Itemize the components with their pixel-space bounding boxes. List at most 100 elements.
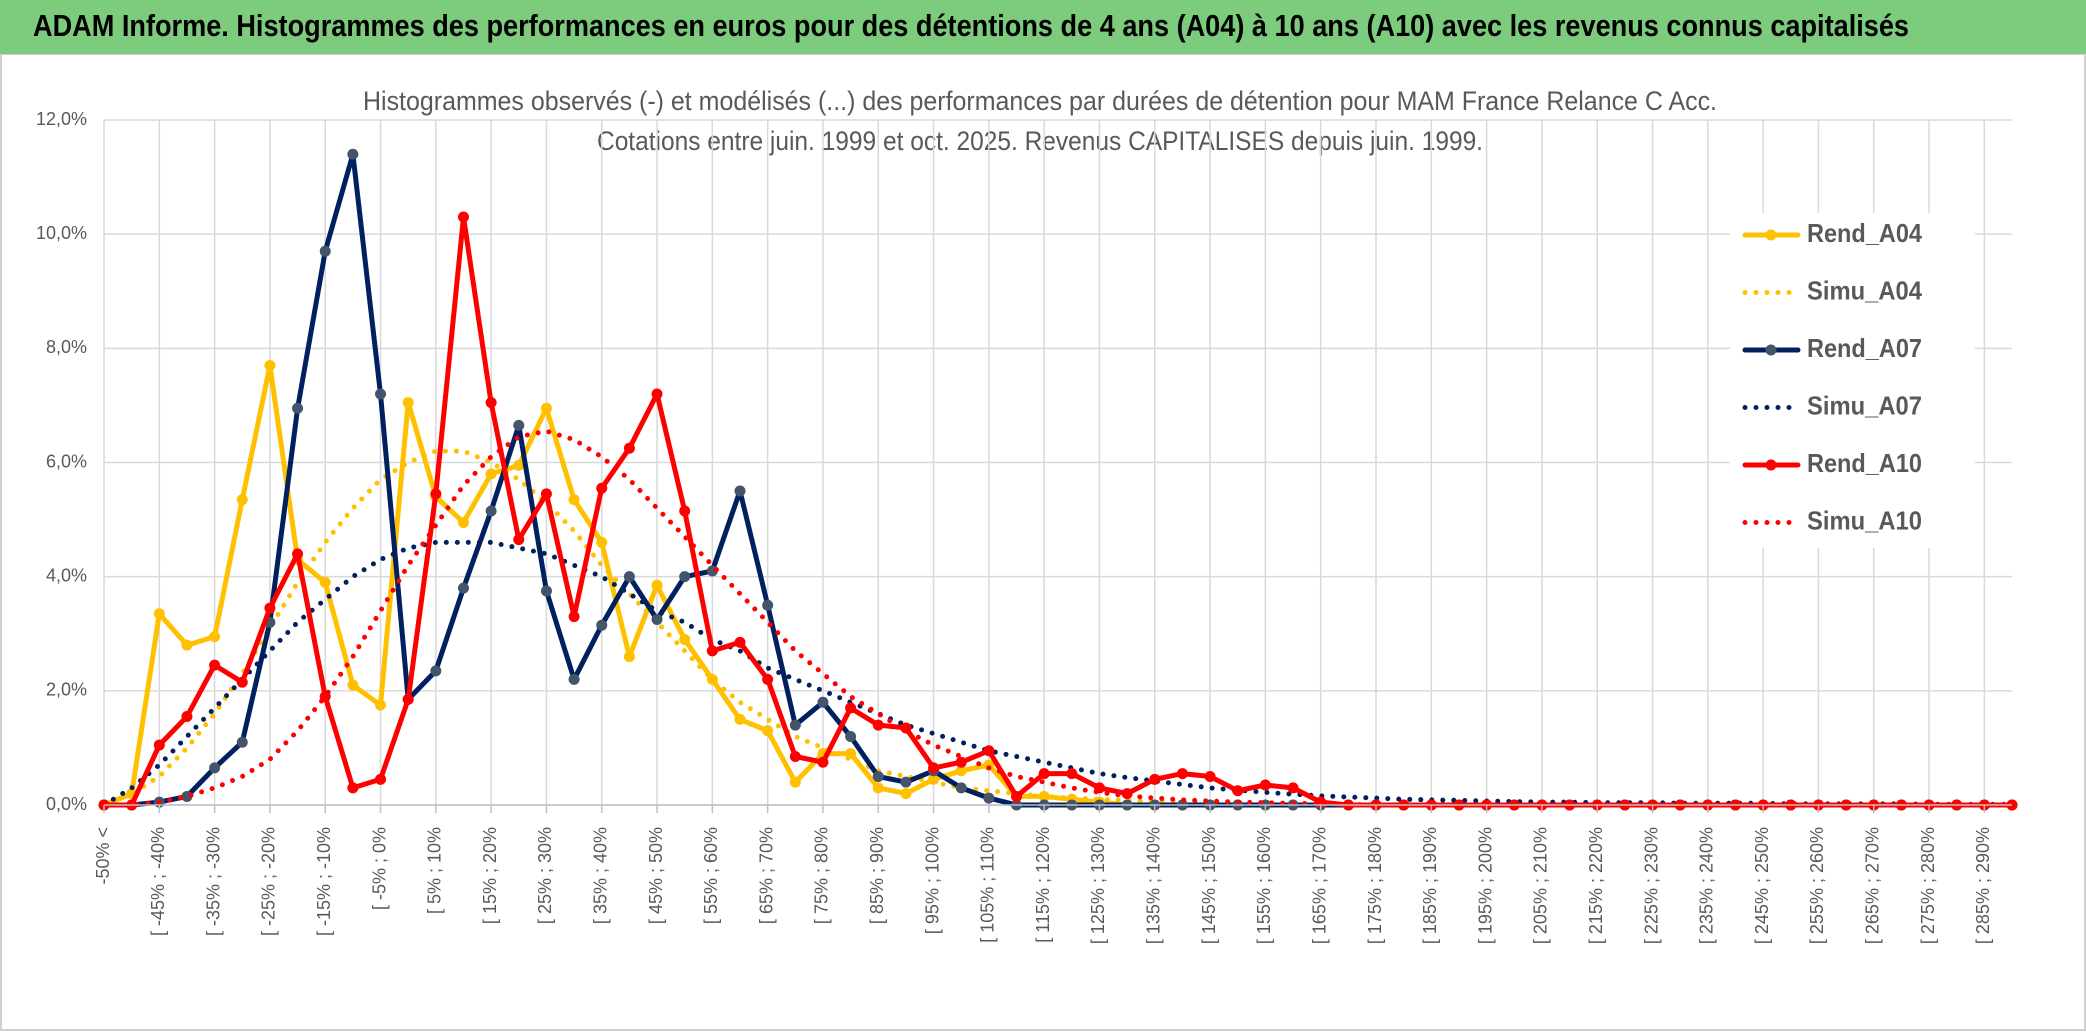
point-marker <box>845 702 857 714</box>
point-marker <box>485 468 497 480</box>
x-tick-label: [ -45% ; -40% <box>148 827 168 936</box>
x-tick-label: [ 225% ; 230% <box>1641 827 1661 944</box>
point-marker <box>983 745 995 757</box>
point-marker <box>347 148 359 160</box>
point-marker <box>513 419 525 431</box>
point-marker <box>347 679 359 691</box>
point-marker <box>679 505 691 517</box>
x-tick-label: [ 55% ; 60% <box>701 827 721 924</box>
point-marker <box>623 571 635 583</box>
y-tick-label: 6,0% <box>46 451 87 471</box>
x-tick-label: [ 195% ; 200% <box>1475 827 1495 944</box>
point-marker <box>181 639 193 651</box>
point-marker <box>955 782 967 794</box>
point-marker <box>789 776 801 788</box>
point-marker <box>485 505 497 517</box>
x-tick-label: [ 105% ; 110% <box>978 827 998 943</box>
point-marker <box>457 582 469 594</box>
point-marker <box>900 788 912 800</box>
point-marker <box>955 765 967 777</box>
y-tick-label: 8,0% <box>46 337 87 357</box>
point-marker <box>375 699 387 711</box>
point-marker <box>264 602 276 614</box>
point-marker <box>430 665 442 677</box>
point-marker <box>1204 770 1216 782</box>
point-marker <box>540 585 552 597</box>
axes: 0,0% 2,0% 4,0% 6,0% 8,0% 10,0% 12,0% -50% < [ -4… <box>36 109 2012 944</box>
point-marker <box>1066 768 1078 780</box>
point-marker <box>402 693 414 705</box>
point-marker <box>292 548 304 560</box>
point-marker <box>872 770 884 782</box>
point-marker <box>485 397 497 409</box>
legend-label: Rend_A10 <box>1807 448 1922 478</box>
legend-label: Rend_A04 <box>1807 218 1922 248</box>
point-marker <box>1259 779 1271 791</box>
point-marker <box>457 211 469 223</box>
point-marker <box>623 442 635 454</box>
point-marker <box>402 397 414 409</box>
point-marker <box>651 613 663 625</box>
point-marker <box>540 488 552 500</box>
point-marker <box>568 611 580 623</box>
point-marker <box>872 782 884 794</box>
point-marker <box>513 459 525 471</box>
x-tick-label: [ 155% ; 160% <box>1254 827 1274 944</box>
point-marker <box>817 756 829 768</box>
x-tick-label: [ 5% ; 10% <box>425 827 445 914</box>
legend-box <box>1730 213 1975 548</box>
legend-label: Simu_A04 <box>1807 275 1922 305</box>
point-marker <box>817 696 829 708</box>
x-tick-label: [ 255% ; 260% <box>1807 827 1827 944</box>
point-marker <box>845 731 857 742</box>
legend-marker <box>1765 459 1777 471</box>
point-marker <box>513 534 525 546</box>
point-marker <box>264 359 276 371</box>
legend-label: Simu_A07 <box>1807 390 1922 420</box>
point-marker <box>983 792 995 804</box>
point-marker <box>236 676 248 688</box>
x-tick-label: [ 245% ; 250% <box>1752 827 1772 944</box>
point-marker <box>596 536 608 548</box>
point-marker <box>596 619 608 631</box>
point-marker <box>983 759 995 771</box>
legend-label: Simu_A10 <box>1807 505 1922 535</box>
point-marker <box>706 645 718 657</box>
model-line <box>101 428 2015 808</box>
point-marker <box>762 725 774 737</box>
point-marker <box>209 659 221 671</box>
point-marker <box>651 579 663 591</box>
point-marker <box>1232 785 1244 797</box>
point-marker <box>734 485 746 497</box>
point-marker <box>928 762 940 774</box>
legend-marker <box>1765 229 1777 241</box>
point-marker <box>789 750 801 762</box>
x-tick-label: [ 265% ; 270% <box>1862 827 1882 944</box>
point-marker <box>1287 782 1299 794</box>
legend: Rend_A04 Simu_A04 Rend_A07 Simu_A07 Rend_A10… <box>1730 213 1975 548</box>
legend-marker <box>1765 344 1777 356</box>
point-marker <box>623 651 635 663</box>
y-tick-label: 4,0% <box>46 565 87 585</box>
point-marker <box>209 762 221 774</box>
point-marker <box>734 713 746 725</box>
point-marker <box>375 773 387 785</box>
x-tick-label: [ 85% ; 90% <box>867 827 887 924</box>
point-marker <box>734 636 746 648</box>
legend-label: Rend_A07 <box>1807 333 1922 363</box>
point-marker <box>209 631 221 643</box>
point-marker <box>236 736 248 748</box>
point-marker <box>1149 773 1161 785</box>
x-tick-label: [ 145% ; 150% <box>1199 827 1219 944</box>
point-marker <box>872 719 884 731</box>
x-tick-label: [ 15% ; 20% <box>480 827 500 924</box>
x-tick-label: [ 165% ; 170% <box>1309 827 1329 944</box>
point-marker <box>540 402 552 414</box>
point-marker <box>679 633 691 645</box>
chart-title: Histogrammes observés (-) et modélisés (… <box>363 86 1717 116</box>
page-title: ADAM Informe. Histogrammes des performan… <box>33 8 1909 43</box>
x-tick-label: [ -35% ; -30% <box>203 827 223 936</box>
x-tick-label: [ 235% ; 240% <box>1697 827 1717 944</box>
point-marker <box>430 488 442 500</box>
